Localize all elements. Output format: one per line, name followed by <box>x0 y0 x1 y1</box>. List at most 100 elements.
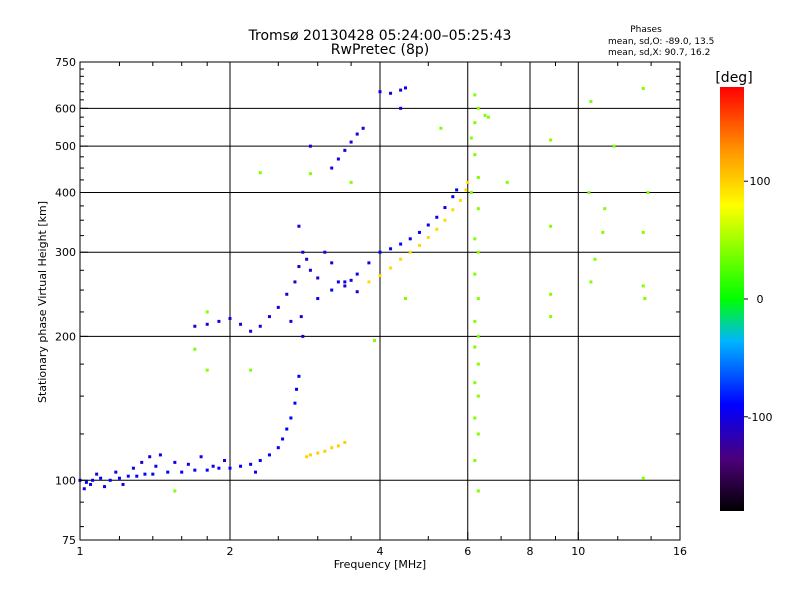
data-point <box>549 138 553 142</box>
data-point <box>193 468 197 472</box>
data-point <box>476 394 480 398</box>
data-point <box>308 453 312 457</box>
data-point <box>367 280 371 284</box>
data-point <box>476 250 480 254</box>
data-point <box>276 446 280 450</box>
data-point <box>389 91 393 95</box>
grid <box>80 62 680 540</box>
data-point <box>301 334 305 338</box>
data-point <box>258 458 262 462</box>
stats-heading: Phases <box>630 25 662 35</box>
data-point <box>646 190 650 194</box>
data-point <box>455 188 459 192</box>
data-point <box>289 416 293 420</box>
x-tick-label: 6 <box>464 545 471 558</box>
data-point <box>643 297 647 301</box>
data-point <box>295 387 299 391</box>
data-point <box>166 470 170 474</box>
data-point <box>549 224 553 228</box>
data-point <box>297 224 301 228</box>
data-point <box>239 322 243 326</box>
data-point <box>336 157 340 161</box>
data-point <box>601 230 605 234</box>
data-point <box>173 489 177 493</box>
data-point <box>476 106 480 110</box>
data-point <box>355 132 359 136</box>
data-point <box>330 261 334 265</box>
data-point <box>417 230 421 234</box>
data-point <box>473 319 477 323</box>
data-point <box>108 478 112 482</box>
data-point <box>173 460 177 464</box>
data-point <box>140 460 144 464</box>
data-point <box>473 237 477 241</box>
data-point <box>95 472 99 476</box>
data-point <box>505 180 509 184</box>
data-point <box>476 297 480 301</box>
data-point <box>211 464 215 468</box>
data-point <box>641 476 645 480</box>
data-point <box>443 218 447 222</box>
data-point <box>483 113 487 117</box>
data-point <box>399 88 403 92</box>
data-point <box>121 482 125 486</box>
data-point <box>154 464 158 468</box>
data-point <box>343 284 347 288</box>
data-point <box>549 315 553 319</box>
data-point <box>349 278 353 282</box>
data-point <box>473 458 477 462</box>
data-point <box>126 474 130 478</box>
x-tick-label: 10 <box>571 545 585 558</box>
data-point <box>117 476 121 480</box>
data-point <box>389 266 393 270</box>
data-point <box>281 437 285 441</box>
data-point <box>89 482 93 486</box>
data-point <box>476 489 480 493</box>
data-point <box>267 315 271 319</box>
data-point <box>316 276 320 280</box>
data-point <box>267 453 271 457</box>
chart-subtitle: RwPretec (8p) <box>331 42 429 58</box>
data-point <box>114 470 118 474</box>
data-point <box>451 208 455 212</box>
data-point <box>473 272 477 276</box>
x-tick-label: 4 <box>377 545 384 558</box>
data-point <box>549 292 553 296</box>
data-point <box>473 416 477 420</box>
data-point <box>349 140 353 144</box>
data-point <box>308 144 312 148</box>
data-point <box>473 345 477 349</box>
data-point <box>308 268 312 272</box>
y-tick-label: 75 <box>62 534 76 547</box>
axes: 1 2 4 6 8 10 16 75 100 200 300 400 500 600 750 <box>55 56 687 558</box>
data-point <box>399 257 403 261</box>
data-point <box>276 305 280 309</box>
data-point <box>349 180 353 184</box>
data-point <box>84 480 88 484</box>
data-point <box>641 87 645 91</box>
data-point <box>308 172 312 176</box>
data-point <box>330 446 334 450</box>
data-point <box>473 153 477 157</box>
data-point <box>199 455 203 459</box>
data-point <box>205 322 209 326</box>
data-point <box>473 381 477 385</box>
data-point <box>469 136 473 140</box>
data-point <box>186 462 190 466</box>
y-tick-label: 600 <box>55 102 76 115</box>
data-point <box>403 86 407 90</box>
data-point <box>316 297 320 301</box>
data-point <box>466 180 470 184</box>
data-point <box>249 329 253 333</box>
y-tick-label: 750 <box>55 56 76 69</box>
data-point <box>355 290 359 294</box>
data-point <box>593 257 597 261</box>
colorbar-ticks: 100 0 -100 <box>744 175 772 424</box>
data-point <box>476 175 480 179</box>
data-point <box>476 362 480 366</box>
data-point <box>417 243 421 247</box>
data-point <box>217 466 221 470</box>
y-axis-label: Stationary phase Virtual Height [km] <box>36 201 49 403</box>
data-point <box>403 297 407 301</box>
data-point <box>305 257 309 261</box>
